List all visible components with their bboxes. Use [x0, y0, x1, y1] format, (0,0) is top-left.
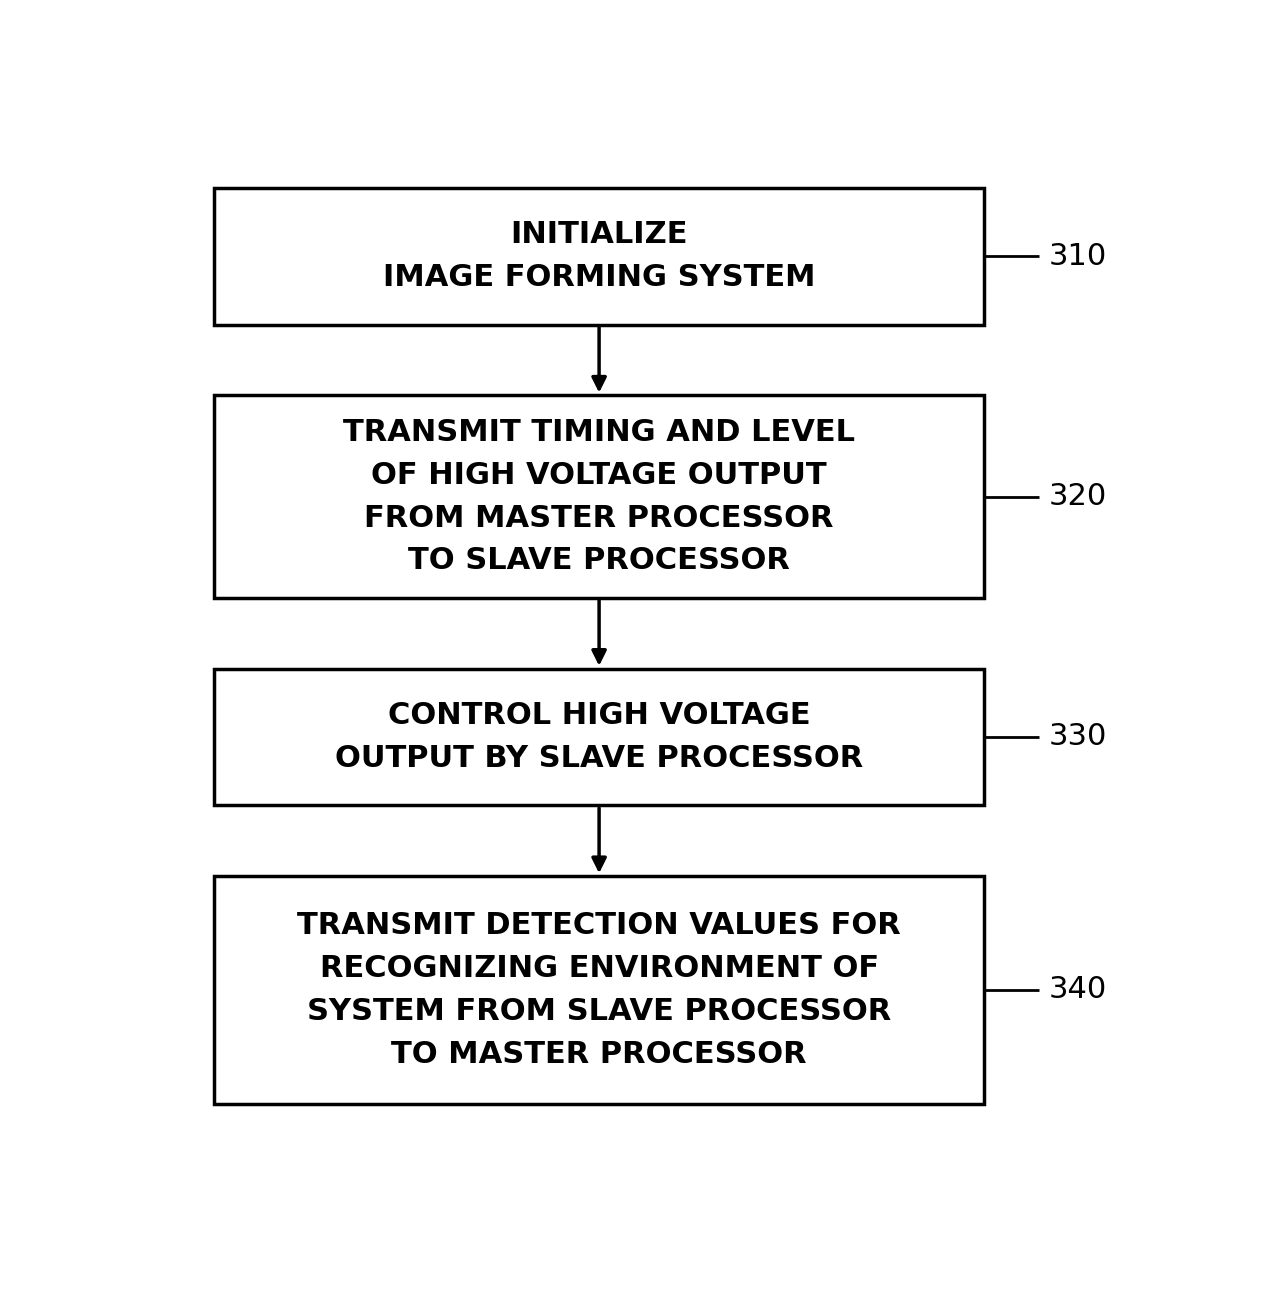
Text: 310: 310 — [1048, 242, 1107, 271]
Text: 320: 320 — [1048, 482, 1107, 511]
Bar — [214, 876, 984, 1104]
Text: INITIALIZE
IMAGE FORMING SYSTEM: INITIALIZE IMAGE FORMING SYSTEM — [382, 221, 815, 292]
Text: TRANSMIT TIMING AND LEVEL
OF HIGH VOLTAGE OUTPUT
FROM MASTER PROCESSOR
TO SLAVE : TRANSMIT TIMING AND LEVEL OF HIGH VOLTAG… — [343, 418, 856, 576]
Bar — [214, 396, 984, 598]
Bar — [214, 669, 984, 805]
Text: TRANSMIT DETECTION VALUES FOR
RECOGNIZING ENVIRONMENT OF
SYSTEM FROM SLAVE PROCE: TRANSMIT DETECTION VALUES FOR RECOGNIZIN… — [297, 911, 901, 1068]
Bar — [214, 188, 984, 325]
Text: 340: 340 — [1048, 975, 1107, 1004]
Text: CONTROL HIGH VOLTAGE
OUTPUT BY SLAVE PROCESSOR: CONTROL HIGH VOLTAGE OUTPUT BY SLAVE PRO… — [335, 702, 863, 773]
Text: 330: 330 — [1048, 723, 1107, 752]
